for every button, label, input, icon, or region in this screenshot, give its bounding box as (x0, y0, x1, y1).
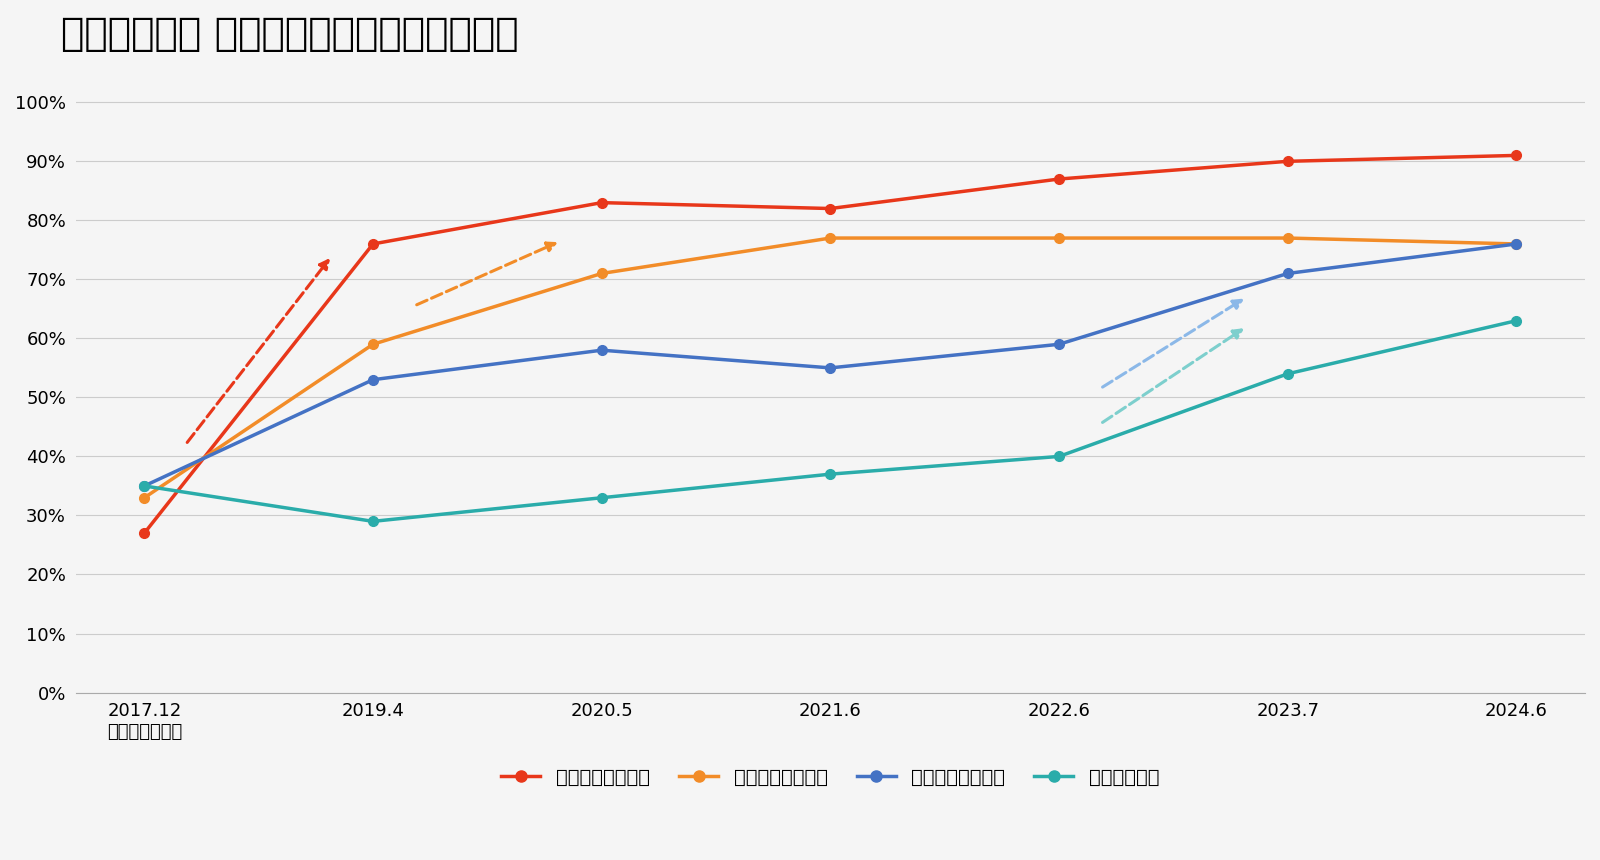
Line: 個人の生産性実感: 個人の生産性実感 (139, 233, 1522, 502)
オフィスへの誇り (592, 198, 611, 208)
職場環境の楽しさ (592, 345, 611, 355)
職場環境の楽しさ (1507, 239, 1526, 249)
個人の生産性実感 (592, 268, 611, 279)
オフィスへの誇り (134, 528, 154, 538)
個人の生産性実感 (1050, 233, 1069, 243)
オフィスへの誇り (1507, 150, 1526, 161)
オフィスへの誇り (1050, 174, 1069, 184)
Line: 職場環境の楽しさ: 職場環境の楽しさ (139, 239, 1522, 491)
職場の連帯感 (1507, 316, 1526, 326)
職場の連帯感 (363, 516, 382, 526)
個人の生産性実感 (821, 233, 840, 243)
職場の連帯感 (134, 481, 154, 491)
職場の連帯感 (1050, 452, 1069, 462)
職場環境の楽しさ (134, 481, 154, 491)
職場の連帯感 (821, 469, 840, 479)
職場の連帯感 (592, 493, 611, 503)
個人の生産性実感 (134, 493, 154, 503)
Line: オフィスへの誇り: オフィスへの誇り (139, 150, 1522, 538)
職場環境の楽しさ (1050, 339, 1069, 349)
オフィスへの誇り (363, 239, 382, 249)
Line: 職場の連帯感: 職場の連帯感 (139, 316, 1522, 526)
職場環境の楽しさ (363, 375, 382, 385)
Legend: オフィスへの誇り, 個人の生産性実感, 職場環境の楽しさ, 職場の連帯感: オフィスへの誇り, 個人の生産性実感, 職場環境の楽しさ, 職場の連帯感 (494, 759, 1166, 795)
オフィスへの誇り (1278, 157, 1298, 167)
個人の生産性実感 (1278, 233, 1298, 243)
Text: イトーキ本社 サーベイ主要指標の経年変化: イトーキ本社 サーベイ主要指標の経年変化 (61, 15, 518, 53)
個人の生産性実感 (1507, 239, 1526, 249)
オフィスへの誇り (821, 203, 840, 213)
職場環境の楽しさ (1278, 268, 1298, 279)
職場の連帯感 (1278, 369, 1298, 379)
個人の生産性実感 (363, 339, 382, 349)
職場環境の楽しさ (821, 363, 840, 373)
